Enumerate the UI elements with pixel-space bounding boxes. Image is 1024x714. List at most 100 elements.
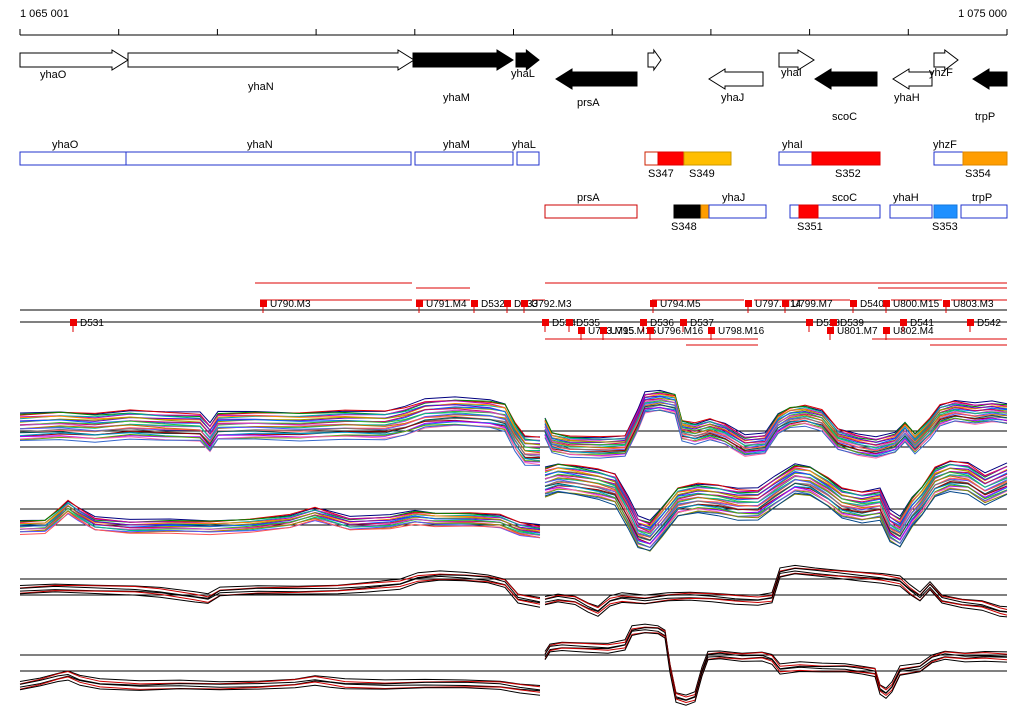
segment-flag-marker[interactable] xyxy=(542,319,549,326)
profile-line xyxy=(544,409,1008,459)
gene-arrow-yhaM[interactable] xyxy=(412,49,514,71)
segment-flag-label: U791.M4 xyxy=(426,299,467,310)
gene-arrow-prsA[interactable] xyxy=(555,68,638,90)
segment-flag-marker[interactable] xyxy=(900,319,907,326)
unit-box[interactable] xyxy=(125,151,412,166)
segment-flag-label: U790.M3 xyxy=(270,299,311,310)
ruler-start-label: 1 065 001 xyxy=(20,8,69,20)
segment-flag-label: U796.M16 xyxy=(657,326,704,337)
gene-arrow-unnamed[interactable] xyxy=(647,48,662,72)
unit-box[interactable] xyxy=(414,151,514,166)
profile-line xyxy=(19,573,541,600)
segment-flag-marker[interactable] xyxy=(650,300,657,307)
unit-label-yhaM: yhaM xyxy=(443,139,470,151)
gene-arrow-yhaJ[interactable] xyxy=(708,68,764,90)
segment-flag-marker[interactable] xyxy=(883,300,890,307)
unit-label-S347: S347 xyxy=(648,168,674,180)
segment-flag-marker[interactable] xyxy=(640,319,647,326)
segment-flag-marker[interactable] xyxy=(647,327,654,334)
segment-flag-marker[interactable] xyxy=(943,300,950,307)
gene-arrow-trpP[interactable] xyxy=(972,68,1008,90)
segment-flag-marker[interactable] xyxy=(680,319,687,326)
profile-line xyxy=(19,670,541,686)
segment-flag-marker[interactable] xyxy=(827,327,834,334)
gene-arrow-yhaH[interactable] xyxy=(892,68,933,90)
gene-arrow-yhzF[interactable] xyxy=(933,48,959,72)
profile-line xyxy=(19,574,541,603)
segment-flag-marker[interactable] xyxy=(416,300,423,307)
segment-flag-marker[interactable] xyxy=(850,300,857,307)
unit-box[interactable] xyxy=(811,151,881,166)
unit-box[interactable] xyxy=(673,204,702,219)
gene-label-trpP: trpP xyxy=(975,111,995,123)
gene-arrow-yhaI[interactable] xyxy=(778,49,815,71)
segment-flag-marker[interactable] xyxy=(708,327,715,334)
unit-box[interactable] xyxy=(708,204,767,219)
unit-box[interactable] xyxy=(962,151,1008,166)
unit-label-yhaI: yhaI xyxy=(782,139,803,151)
gene-label-yhaO: yhaO xyxy=(40,69,67,81)
segment-flag-marker[interactable] xyxy=(806,319,813,326)
segment-flag-marker[interactable] xyxy=(967,319,974,326)
gene-arrow-yhaO[interactable] xyxy=(19,49,129,71)
unit-label-S353: S353 xyxy=(932,221,958,233)
unit-label-trpP: trpP xyxy=(972,192,992,204)
gene-label-prsA: prsA xyxy=(577,97,600,109)
unit-box[interactable] xyxy=(889,204,933,219)
segment-flag-marker[interactable] xyxy=(578,327,585,334)
segment-flag-marker[interactable] xyxy=(521,300,528,307)
segment-flag-marker[interactable] xyxy=(471,300,478,307)
profile-line xyxy=(544,490,1008,552)
unit-label-yhzF: yhzF xyxy=(933,139,957,151)
unit-label-yhaH: yhaH xyxy=(893,192,919,204)
segment-flag-label: D534 xyxy=(552,318,576,329)
profile-line xyxy=(544,564,1008,608)
profile-line xyxy=(19,504,541,533)
unit-label-prsA: prsA xyxy=(577,192,600,204)
segment-flag-marker[interactable] xyxy=(745,300,752,307)
profile-line xyxy=(544,464,1008,528)
gene-label-yhaJ: yhaJ xyxy=(721,92,744,104)
unit-box[interactable] xyxy=(960,204,1008,219)
unit-box[interactable] xyxy=(789,204,881,219)
unit-box[interactable] xyxy=(683,151,732,166)
unit-box[interactable] xyxy=(700,204,710,219)
gene-arrow-scoC[interactable] xyxy=(814,68,878,90)
segment-flag-marker[interactable] xyxy=(600,327,607,334)
unit-box[interactable] xyxy=(933,204,958,219)
profile-line xyxy=(19,510,541,539)
unit-box[interactable] xyxy=(516,151,540,166)
profile-line xyxy=(19,507,541,536)
gene-label-yhaM: yhaM xyxy=(443,92,470,104)
unit-box[interactable] xyxy=(19,151,127,166)
gene-label-scoC: scoC xyxy=(832,111,857,123)
segment-flag-marker[interactable] xyxy=(782,300,789,307)
unit-box[interactable] xyxy=(644,151,659,166)
segment-flag-marker[interactable] xyxy=(260,300,267,307)
segment-flag-marker[interactable] xyxy=(70,319,77,326)
profile-line xyxy=(19,675,541,692)
segment-flag-marker[interactable] xyxy=(566,319,573,326)
unit-box[interactable] xyxy=(657,151,685,166)
segment-flag-label: D542 xyxy=(977,318,1001,329)
profile-line xyxy=(544,631,1008,704)
unit-box[interactable] xyxy=(798,204,819,219)
segment-flag-marker[interactable] xyxy=(504,300,511,307)
unit-label-yhaN: yhaN xyxy=(247,139,273,151)
segment-flag-label: U801.M7 xyxy=(837,326,878,337)
ruler-end-label: 1 075 000 xyxy=(958,8,1007,20)
profile-line xyxy=(544,572,1008,616)
unit-box[interactable] xyxy=(933,151,964,166)
profile-line xyxy=(19,424,541,466)
gene-arrow-yhaN[interactable] xyxy=(127,49,415,71)
segment-flag-label: U792.M3 xyxy=(531,299,572,310)
profile-line xyxy=(544,629,1008,701)
unit-label-S354: S354 xyxy=(965,168,991,180)
segment-flag-marker[interactable] xyxy=(883,327,890,334)
gene-arrow-yhaL[interactable] xyxy=(515,48,540,72)
segment-flag-marker[interactable] xyxy=(830,319,837,326)
profile-line xyxy=(544,470,1008,533)
unit-box[interactable] xyxy=(544,204,638,219)
profile-line xyxy=(19,670,541,688)
